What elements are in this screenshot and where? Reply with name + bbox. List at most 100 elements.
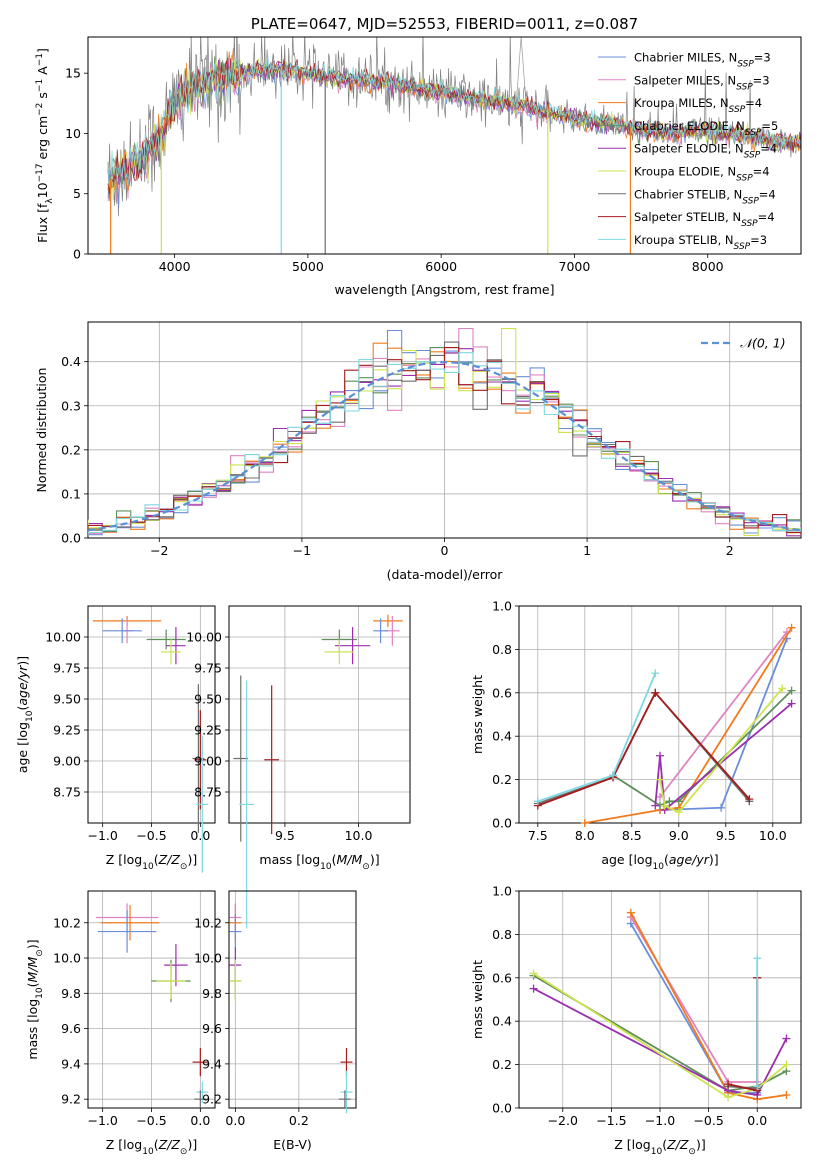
error-bar-point (373, 618, 388, 644)
axes-frame (518, 890, 802, 1109)
model-spectrum (107, 53, 801, 188)
y-tick-label: 9.50 (194, 692, 222, 707)
y-axis-label: Flux [fλ10−17 erg cm−2 s−1 A−1] (35, 48, 55, 243)
error-bar-point (97, 910, 157, 953)
y-tick-label: 9.25 (194, 723, 222, 738)
x-axis-label: (data-model)/error (387, 567, 504, 582)
x-tick-label: −0.5 (693, 1113, 723, 1128)
weight-marker (674, 808, 683, 817)
error-bar-point (334, 627, 371, 665)
y-axis-label: age [log10(age/yr)] (15, 656, 35, 773)
legend-entry: Chabrier ELODIE, NSSP=5 (634, 119, 778, 138)
weight-marker (787, 686, 796, 695)
weight-marker (656, 775, 664, 784)
x-axis-label: mass [log10(M/M⊙)] (259, 852, 379, 872)
x-tick-label: 0 (441, 543, 449, 558)
error-bar-point (324, 639, 355, 665)
error-bar-point (194, 1090, 207, 1108)
weight-line (584, 627, 793, 824)
weight-marker (724, 1080, 733, 1089)
y-tick-label: 0.2 (61, 442, 81, 457)
x-tick-label: 8000 (692, 259, 724, 274)
axes-frame (87, 36, 802, 255)
y-tick-label: 9.4 (61, 1056, 81, 1071)
error-bar-point (264, 685, 280, 835)
error-bar-point (100, 905, 160, 941)
mass-vs-metallicity-panel: −1.0 −0.5 0.0 9.2 9.4 9.6 9.8 10.0 10.2 Z [log10(… (25, 890, 216, 1157)
weight-line (533, 972, 787, 1099)
error-bar-point (102, 618, 142, 644)
y-axis-label: Normed distribution (34, 368, 49, 493)
error-bar-point (164, 943, 188, 987)
legend-entry: Kroupa ELODIE, NSSP=4 (634, 165, 770, 184)
observed-spectrum (107, 37, 801, 217)
x-axis-label: Z [log10(Z/Z⊙)] (106, 1137, 197, 1157)
y-tick-label: 9.6 (61, 1021, 81, 1036)
y-tick-label: 0.6 (492, 970, 512, 985)
x-axis-label: E(B-V) (273, 1137, 312, 1152)
y-tick-label: 9.75 (53, 661, 81, 676)
y-tick-label: 9.8 (202, 986, 222, 1001)
x-tick-label: 9.5 (275, 828, 295, 843)
legend-entry: Salpeter ELODIE, NSSP=4 (634, 142, 777, 161)
weight-line (654, 702, 793, 812)
weight-marker (533, 797, 542, 806)
y-tick-label: 9.00 (53, 754, 81, 769)
x-tick-label: 9.0 (669, 828, 689, 843)
error-bar-point (192, 1048, 209, 1077)
residual-histogram (88, 352, 801, 535)
y-axis-label: mass weight (470, 960, 485, 1039)
weight-marker (651, 688, 660, 697)
weight-line (630, 912, 787, 1101)
axes-frame (228, 890, 357, 1109)
y-tick-label: 9.2 (202, 1092, 222, 1107)
age-vs-mass-panel: 9.5 10.0 8.75 9.00 9.25 9.50 9.75 10.00 mass [lo… (186, 605, 411, 929)
error-bar-point (161, 639, 181, 665)
y-tick-label: 0.3 (61, 398, 81, 413)
x-tick-label: −0.5 (136, 828, 166, 843)
x-tick-label: 5000 (292, 259, 324, 274)
x-tick-label: 0.0 (190, 1113, 210, 1128)
error-bar-point (156, 963, 186, 999)
y-tick-label: 0.4 (61, 354, 81, 369)
weight-marker (782, 1090, 791, 1099)
axes-frame (87, 321, 802, 539)
weight-line (659, 687, 783, 814)
error-bar-point (229, 959, 242, 1003)
y-tick-label: 0.8 (492, 927, 512, 942)
residual-histogram-panel: −2 −1 0 1 2 0.0 0.1 0.2 0.3 0.4 𝒩(0, 1) (data-model… (34, 321, 802, 582)
y-tick-label: 1.0 (492, 599, 512, 614)
y-tick-label: 9.50 (53, 692, 81, 707)
legend-entry: Kroupa MILES, NSSP=4 (634, 96, 762, 115)
y-tick-label: 0.0 (492, 816, 512, 831)
weight-line (533, 974, 787, 1092)
legend-entry: Chabrier MILES, NSSP=3 (634, 51, 771, 70)
y-tick-label: 10.00 (45, 630, 81, 645)
y-tick-label: 9.8 (61, 986, 81, 1001)
error-bar-point (166, 627, 186, 665)
weight-marker (753, 954, 762, 963)
y-tick-label: 10.0 (53, 951, 81, 966)
gaussian-curve (88, 360, 801, 532)
weight-marker (660, 801, 669, 810)
weight-marker (753, 1082, 762, 1091)
axes-frame (228, 605, 411, 824)
x-tick-label: 8.5 (622, 828, 642, 843)
y-tick-label: 0.8 (492, 642, 512, 657)
x-tick-label: 7.5 (528, 828, 548, 843)
y-tick-label: 9.75 (194, 661, 222, 676)
y-tick-label: 5 (73, 186, 81, 201)
x-tick-label: 10.0 (345, 828, 373, 843)
weight-line (727, 977, 759, 1092)
error-bar-point (239, 680, 255, 929)
y-tick-label: 10.2 (194, 915, 222, 930)
x-tick-label: 0.0 (225, 1113, 245, 1128)
axes-frame (87, 605, 216, 824)
y-tick-label: 9.25 (53, 723, 81, 738)
y-axis-label: mass weight (470, 675, 485, 754)
model-spectrum (107, 55, 801, 190)
legend-entry: Salpeter STELIB, NSSP=4 (634, 210, 775, 229)
weight-marker (626, 908, 635, 917)
x-axis-label: age [log10(age/yr)] (601, 852, 718, 872)
